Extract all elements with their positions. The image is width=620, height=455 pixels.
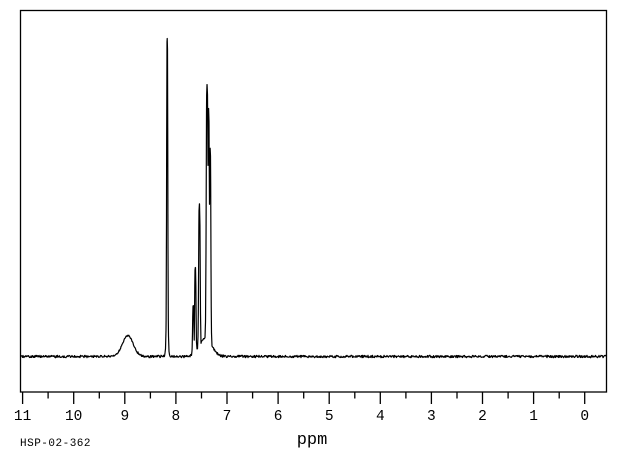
sample-id-label: HSP-02-362: [20, 438, 91, 450]
x-axis-ticks: [21, 392, 586, 404]
tick-label-9: 9: [120, 409, 129, 425]
tick-label-10: 10: [65, 409, 82, 425]
tick-label-2: 2: [478, 409, 487, 425]
tick-label-0: 0: [580, 409, 589, 425]
tick-label-11: 11: [14, 409, 31, 425]
tick-label-3: 3: [427, 409, 436, 425]
plot-frame: [19, 9, 608, 393]
tick-label-5: 5: [325, 409, 334, 425]
tick-label-8: 8: [172, 409, 181, 425]
spectrum-trace: [20, 37, 607, 359]
x-axis-tick-labels: 11 10 9 8 7 6 5 4 3 2 1 0: [14, 409, 589, 425]
tick-label-7: 7: [223, 409, 232, 425]
tick-label-6: 6: [274, 409, 283, 425]
tick-label-1: 1: [529, 409, 538, 425]
x-axis-label: ppm: [297, 431, 328, 450]
tick-label-4: 4: [376, 409, 385, 425]
